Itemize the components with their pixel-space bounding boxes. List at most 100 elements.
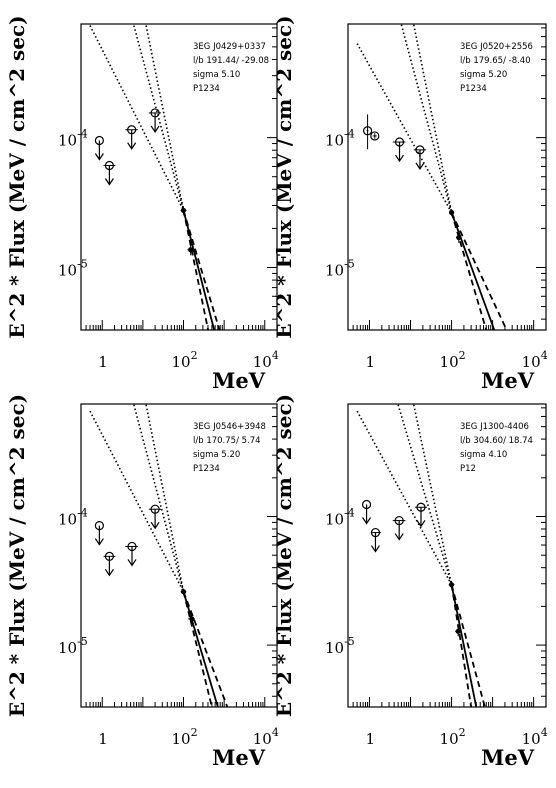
upper-limit-point: [392, 137, 406, 163]
viewing-period: P1234: [193, 464, 220, 474]
model-lines: [89, 404, 229, 707]
x-tick-label: 1: [365, 730, 375, 748]
model-line-dotted: [133, 25, 185, 211]
galactic-coords: l/b 304.60/ 18.74: [460, 436, 533, 446]
model-line-dotted: [145, 404, 185, 592]
significance: sigma 5.20: [193, 450, 240, 460]
detection-point: [188, 614, 195, 624]
model-line-dashed: [450, 584, 486, 707]
x-tick-label: 102: [172, 726, 198, 748]
x-tick-label: 104: [253, 726, 279, 748]
model-line-solid: [450, 212, 496, 330]
galactic-coords: l/b 179.65/ -8.40: [460, 56, 531, 66]
model-line-dashed: [182, 591, 229, 707]
x-axis-label: MeV: [481, 368, 535, 393]
y-tick-label: 10-4: [58, 507, 88, 529]
upper-limit-point: [103, 160, 116, 186]
model-line-dotted: [145, 25, 185, 211]
galactic-coords: l/b 191.44/ -29.08: [193, 56, 269, 66]
plot-frame: [347, 403, 547, 708]
x-tick-label: 1: [98, 730, 108, 748]
y-tick-label: 10-4: [325, 128, 355, 150]
upper-limit-point: [103, 551, 116, 577]
x-tick-label: 104: [522, 726, 548, 748]
plot-frame: [80, 23, 278, 331]
galactic-coords: l/b 170.75/ 5.74: [193, 436, 261, 446]
plot-frame: [347, 23, 547, 331]
significance: sigma 5.20: [460, 70, 507, 80]
y-axis-label: E^2 * Flux (MeV / cm^2 sec): [272, 394, 296, 717]
model-line-dashed: [182, 210, 221, 330]
upper-limit-point: [94, 135, 104, 161]
model-line-dotted: [412, 24, 453, 213]
detection-point: [448, 581, 455, 589]
model-line-dotted: [397, 404, 453, 585]
x-axis-label: MeV: [212, 368, 266, 393]
y-axis-label: E^2 * Flux (MeV / cm^2 sec): [272, 15, 296, 338]
x-tick-label: 1: [98, 353, 108, 371]
model-line-solid: [182, 210, 216, 330]
source-name: 3EG J1300-4406: [460, 422, 529, 432]
significance: sigma 4.10: [460, 450, 507, 460]
model-lines: [356, 24, 508, 330]
source-name: 3EG J0429+0337: [193, 42, 266, 52]
model-line-dotted: [89, 25, 185, 211]
model-line-dashed: [182, 210, 210, 330]
model-line-solid: [182, 591, 219, 707]
upper-limit-point: [148, 504, 162, 530]
model-lines: [89, 25, 221, 330]
detection-point: [187, 244, 194, 256]
model-line-dotted: [400, 24, 453, 213]
viewing-period: P1234: [460, 84, 487, 94]
x-tick-label: 102: [440, 726, 466, 748]
upper-limit-point: [148, 108, 162, 133]
model-line-dotted: [412, 404, 453, 585]
y-axis-label: E^2 * Flux (MeV / cm^2 sec): [5, 15, 29, 338]
viewing-period: P12: [460, 464, 476, 474]
y-tick-label: 10-5: [58, 635, 88, 657]
model-line-dotted: [356, 43, 453, 213]
detection-point: [448, 209, 455, 216]
x-axis-label: MeV: [212, 745, 266, 770]
spectrum-panel-2: 1 102 104 10-4 10-5 MeV E^2 * Flux (MeV / cm^2…: [272, 15, 548, 393]
plot-frame: [80, 403, 278, 708]
upper-limit-point: [125, 541, 138, 567]
spectrum-panel-4: 1 102 104 10-4 10-5 MeV E^2 * Flux (MeV / cm^2…: [272, 394, 548, 770]
upper-limit-point: [415, 502, 427, 528]
model-lines: [356, 404, 486, 707]
x-tick-label: 102: [440, 349, 466, 371]
x-tick-label: 104: [253, 349, 279, 371]
upper-limit-point: [125, 125, 138, 150]
y-tick-label: 10-5: [58, 257, 88, 279]
y-axis-label: E^2 * Flux (MeV / cm^2 sec): [5, 394, 29, 717]
model-line-dotted: [89, 410, 185, 593]
detection-point: [455, 626, 462, 637]
model-line-dashed: [450, 584, 473, 707]
upper-limit-point: [392, 515, 406, 541]
model-line-dotted: [356, 410, 453, 586]
upper-limit-point: [370, 527, 381, 553]
detection-point: [370, 131, 380, 141]
detection-point: [455, 232, 462, 243]
y-tick-label: 10-4: [58, 128, 88, 150]
upper-limit-point: [94, 520, 104, 546]
detection-point: [180, 588, 187, 596]
upper-limit-point: [413, 145, 427, 170]
y-tick-label: 10-5: [325, 257, 355, 279]
viewing-period: P1234: [193, 84, 220, 94]
spectrum-panel-1: 1 102 104 10-4 10-5 MeV E^2 * Flux (MeV / cm^2…: [5, 15, 279, 393]
model-line-dotted: [133, 404, 185, 592]
source-name: 3EG J0520+2556: [460, 42, 533, 52]
model-line-dashed: [450, 212, 508, 330]
model-line-dashed: [450, 212, 488, 330]
source-name: 3EG J0546+3948: [193, 422, 266, 432]
model-line-solid: [450, 584, 478, 707]
y-tick-label: 10-5: [325, 635, 355, 657]
x-axis-label: MeV: [481, 745, 535, 770]
detection-point: [362, 114, 373, 150]
x-tick-label: 1: [365, 353, 375, 371]
y-tick-label: 10-4: [325, 507, 355, 529]
x-tick-label: 104: [522, 349, 548, 371]
upper-limit-point: [361, 499, 372, 525]
